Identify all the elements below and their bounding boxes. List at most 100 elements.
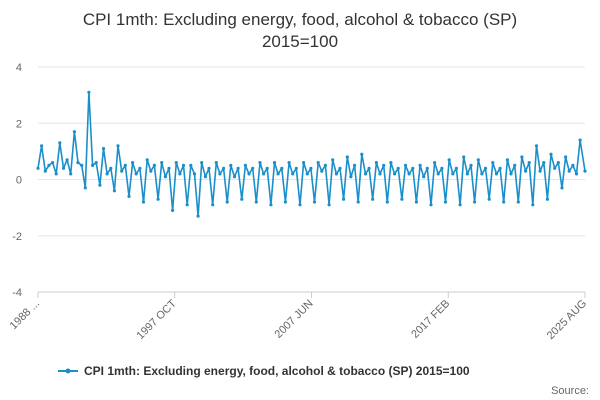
data-point[interactable] <box>138 166 142 170</box>
data-point[interactable] <box>160 161 164 165</box>
data-point[interactable] <box>83 186 87 190</box>
data-point[interactable] <box>418 163 422 167</box>
data-point[interactable] <box>76 161 80 165</box>
data-point[interactable] <box>123 163 127 167</box>
data-point[interactable] <box>302 161 306 165</box>
data-point[interactable] <box>520 155 524 159</box>
data-point[interactable] <box>181 163 186 167</box>
data-point[interactable] <box>51 161 55 165</box>
data-point[interactable] <box>192 172 197 176</box>
data-point[interactable] <box>374 161 378 165</box>
data-point[interactable] <box>353 163 357 167</box>
data-point[interactable] <box>80 163 84 167</box>
data-point[interactable] <box>127 194 131 198</box>
data-point[interactable] <box>240 197 244 201</box>
data-point[interactable] <box>262 172 266 176</box>
data-point[interactable] <box>101 147 106 151</box>
data-point[interactable] <box>527 161 531 165</box>
data-point[interactable] <box>218 172 222 176</box>
data-point[interactable] <box>345 155 349 159</box>
data-point[interactable] <box>287 161 291 165</box>
data-point[interactable] <box>211 203 215 207</box>
data-point[interactable] <box>203 175 207 179</box>
data-point[interactable] <box>54 172 58 176</box>
data-point[interactable] <box>222 166 226 170</box>
data-point[interactable] <box>498 166 502 170</box>
data-point[interactable] <box>280 166 284 170</box>
data-point[interactable] <box>403 163 408 167</box>
data-point[interactable] <box>567 169 571 173</box>
data-point[interactable] <box>254 200 258 204</box>
data-point[interactable] <box>152 163 156 167</box>
data-point[interactable] <box>393 172 397 176</box>
data-point[interactable] <box>298 203 302 207</box>
data-point[interactable] <box>407 172 411 176</box>
data-point[interactable] <box>189 163 193 167</box>
data-point[interactable] <box>258 161 262 165</box>
data-point[interactable] <box>236 166 240 170</box>
data-point[interactable] <box>505 158 509 162</box>
data-point[interactable] <box>225 200 229 204</box>
data-point[interactable] <box>367 166 371 170</box>
data-point[interactable] <box>378 172 382 176</box>
data-point[interactable] <box>494 172 499 176</box>
data-point[interactable] <box>331 158 335 162</box>
data-point[interactable] <box>247 172 251 176</box>
data-point[interactable] <box>396 166 400 170</box>
data-point[interactable] <box>382 163 386 167</box>
data-point[interactable] <box>134 172 138 176</box>
data-point[interactable] <box>269 203 273 207</box>
data-point[interactable] <box>98 183 102 187</box>
data-point[interactable] <box>524 169 528 173</box>
data-point[interactable] <box>385 200 389 204</box>
data-point[interactable] <box>462 155 466 159</box>
data-point[interactable] <box>309 166 313 170</box>
data-point[interactable] <box>47 163 51 167</box>
data-point[interactable] <box>91 163 95 167</box>
data-point[interactable] <box>243 163 247 167</box>
data-point[interactable] <box>178 172 182 176</box>
data-point[interactable] <box>312 200 317 204</box>
data-point[interactable] <box>167 166 171 170</box>
data-point[interactable] <box>483 166 488 170</box>
data-point[interactable] <box>116 144 120 148</box>
data-point[interactable] <box>564 155 568 159</box>
data-point[interactable] <box>516 200 520 204</box>
data-point[interactable] <box>200 161 204 165</box>
data-point[interactable] <box>338 166 342 170</box>
data-point[interactable] <box>294 166 298 170</box>
data-point[interactable] <box>65 158 69 162</box>
data-point[interactable] <box>214 161 218 165</box>
data-point[interactable] <box>105 172 109 176</box>
data-point[interactable] <box>433 161 437 165</box>
data-point[interactable] <box>131 161 135 165</box>
data-point[interactable] <box>571 163 575 167</box>
data-point[interactable] <box>112 189 116 193</box>
data-point[interactable] <box>320 169 324 173</box>
data-point[interactable] <box>291 172 295 176</box>
data-point[interactable] <box>229 163 233 167</box>
data-point[interactable] <box>87 90 91 94</box>
data-point[interactable] <box>553 166 557 170</box>
data-point[interactable] <box>276 172 280 176</box>
data-point[interactable] <box>422 175 426 179</box>
data-point[interactable] <box>69 172 73 176</box>
data-point[interactable] <box>411 166 415 170</box>
data-point[interactable] <box>342 197 346 201</box>
data-point[interactable] <box>207 166 211 170</box>
data-point[interactable] <box>513 163 517 167</box>
data-point[interactable] <box>145 158 149 162</box>
data-point[interactable] <box>545 197 550 201</box>
data-point[interactable] <box>349 175 353 179</box>
data-point[interactable] <box>156 197 160 201</box>
data-point[interactable] <box>58 141 62 145</box>
data-point[interactable] <box>185 203 189 207</box>
data-point[interactable] <box>316 161 320 165</box>
data-point[interactable] <box>61 166 66 170</box>
data-point[interactable] <box>196 214 200 218</box>
data-point[interactable] <box>574 172 579 176</box>
data-point[interactable] <box>251 166 255 170</box>
data-point[interactable] <box>36 166 40 170</box>
data-point[interactable] <box>43 169 47 173</box>
legend[interactable]: CPI 1mth: Excluding energy, food, alcoho… <box>58 364 470 378</box>
